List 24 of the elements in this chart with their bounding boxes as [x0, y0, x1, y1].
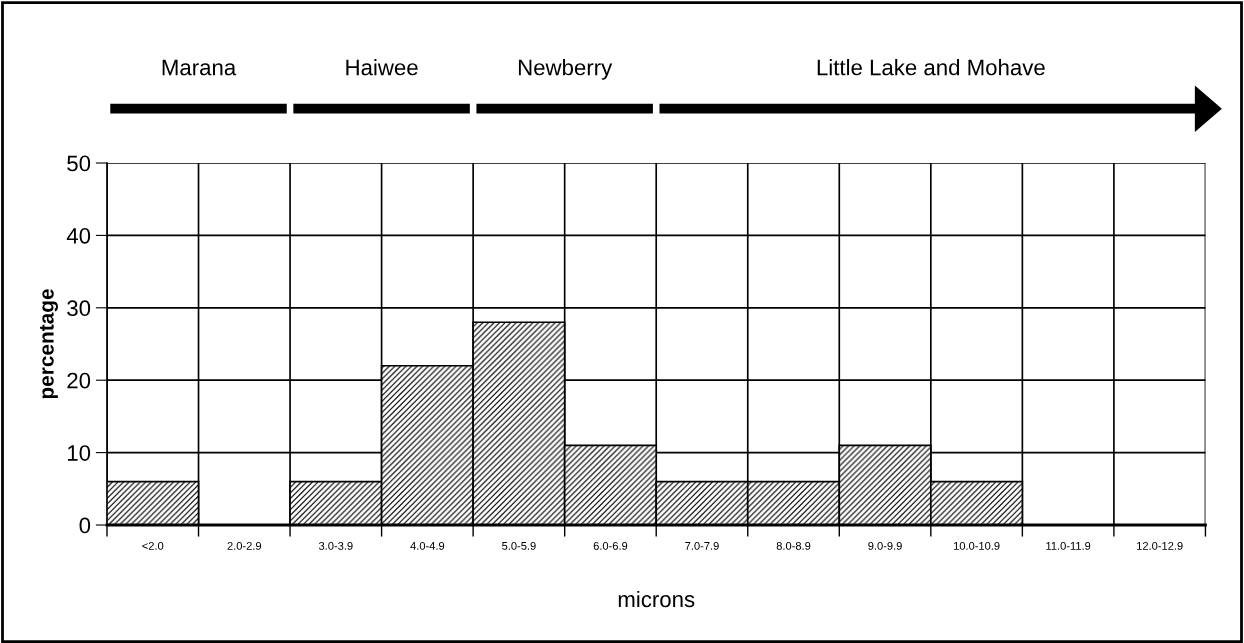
x-tick-label: 5.0-5.9	[502, 541, 536, 550]
x-tick-label: 3.0-3.9	[318, 541, 353, 550]
x-axis-title: microns	[618, 590, 695, 608]
text: Marana	[162, 59, 237, 76]
text: Haiwee	[346, 59, 418, 76]
x-tick-label: 2.0-2.9	[227, 541, 262, 550]
x-tick-label: 4.0-4.9	[410, 541, 445, 550]
x-tick-label: 12.0-12.9	[1137, 541, 1183, 550]
y-tick-label: 40	[66, 227, 91, 244]
x-tick-label: 10.0-10.9	[953, 541, 1000, 550]
y-tick-label: 20	[67, 372, 91, 389]
x-tick-label: 7.0-7.9	[685, 541, 719, 550]
x-tick-label: <2.0	[142, 541, 164, 550]
y-tick-label: 0	[79, 517, 91, 534]
x-tick-label: 9.0-9.9	[868, 541, 902, 550]
text: Newberry	[518, 59, 613, 80]
x-tick-label: 8.0-8.9	[776, 541, 811, 550]
x-tick-label: 11.0-11.9	[1046, 541, 1091, 550]
y-tick-label: 30	[67, 300, 91, 317]
y-axis-title: percentage	[39, 289, 58, 399]
y-tick-label: 50	[67, 155, 91, 172]
y-tick-label: 10	[67, 445, 91, 461]
x-tick-label: 6.0-6.9	[593, 541, 628, 550]
text: Little Lake and Mohave	[817, 59, 1045, 76]
